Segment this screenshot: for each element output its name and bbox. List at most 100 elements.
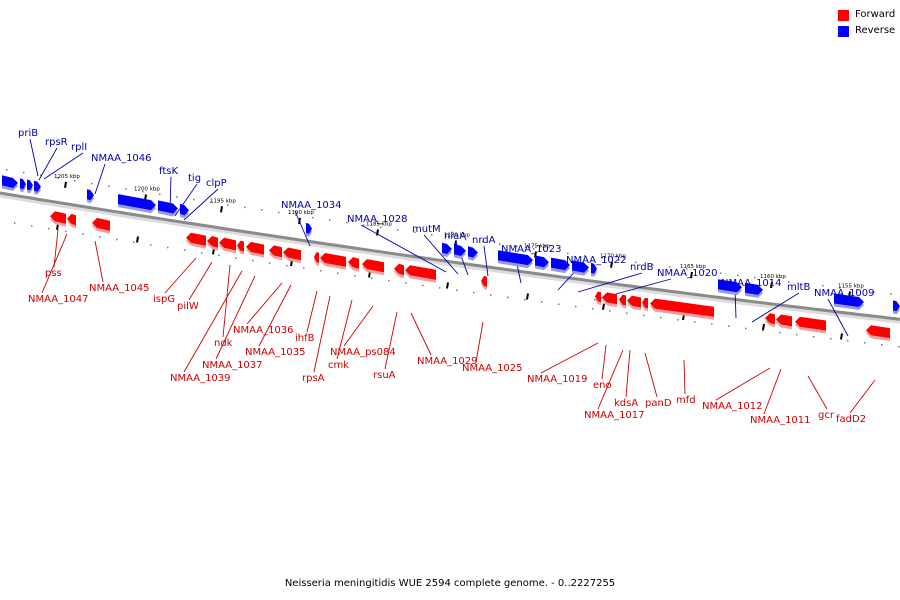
forward-gene-label: gcr	[818, 410, 835, 421]
tick-label: 1195 kbp	[210, 198, 236, 204]
reverse-gene-connector	[29, 138, 39, 177]
forward-gene-label: NMAA_1017	[584, 410, 645, 421]
genome-caption: Neisseria meningitidis WUE 2594 complete…	[284, 578, 616, 589]
forward-gene	[776, 314, 792, 327]
forward-gene-connector	[475, 321, 484, 363]
reverse-gene	[118, 194, 156, 211]
reverse-gene	[27, 179, 33, 191]
reverse-gene-label: clpP	[206, 178, 227, 189]
reverse-gene-label: priB	[18, 128, 38, 139]
forward-gene-connector	[183, 270, 243, 373]
reverse-gene-connector	[483, 245, 489, 277]
reverse-gene	[893, 300, 900, 312]
tick-mark	[762, 323, 765, 331]
forward-gene-label: pss	[45, 268, 62, 279]
forward-gene-connector	[540, 342, 599, 374]
forward-gene-connector	[849, 379, 876, 414]
forward-gene-label: ndk	[214, 338, 233, 349]
reverse-gene-connector	[423, 234, 459, 275]
reverse-gene-connector	[174, 183, 198, 217]
forward-gene-connector	[53, 229, 59, 268]
reverse-gene-label: rplI	[71, 142, 87, 153]
reverse-gene-label: mutM	[412, 224, 441, 235]
reverse-swatch	[838, 26, 849, 37]
tick-label: 1205 kbp	[54, 174, 80, 180]
genome-backbone	[0, 191, 900, 324]
reverse-gene-label: NMAA_1023	[501, 244, 562, 255]
reverse-gene	[442, 242, 452, 254]
forward-gene	[50, 211, 66, 224]
forward-gene-label: rpsA	[302, 373, 325, 384]
forward-gene-connector	[601, 344, 607, 380]
reverse-gene	[306, 222, 312, 234]
reverse-gene	[468, 246, 478, 258]
reverse-gene	[498, 250, 533, 266]
tick-mark	[526, 293, 529, 300]
forward-gene	[314, 252, 319, 263]
reverse-gene	[591, 262, 597, 274]
reverse-gene	[180, 203, 189, 216]
forward-gene-label: NMAA_ps084	[330, 347, 396, 358]
tick-label: 1175 kbp	[524, 244, 550, 250]
forward-gene-connector	[644, 352, 658, 398]
reverse-gene-connector	[360, 224, 447, 273]
forward-gene	[405, 265, 436, 280]
forward-gene-connector	[343, 305, 374, 347]
forward-gene-label: NMAA_1025	[462, 363, 523, 374]
tick-layer: 1205 kbp 1200 kbp 1195 kbp 1190 kbp 1185 kbp…	[54, 174, 864, 340]
reverse-gene-label: rpsR	[45, 137, 68, 148]
forward-gene-label: cmk	[328, 360, 349, 371]
reverse-gene-connector	[183, 188, 219, 221]
forward-gene	[619, 294, 626, 306]
forward-swatch	[838, 10, 849, 21]
reverse-gene-label: nlaA	[444, 231, 466, 242]
reverse-gene-connector	[751, 292, 800, 323]
reverse-gene-label: NMAA_1046	[91, 153, 152, 164]
reverse-gene-label: tig	[188, 173, 201, 184]
tick-label: 1180 kbp	[444, 233, 470, 239]
reverse-gene-connector	[577, 272, 643, 293]
forward-gene-connector	[188, 261, 213, 301]
forward-gene-label: NMAA_1037	[202, 360, 263, 371]
reverse-gene-label: ftsK	[159, 166, 178, 177]
forward-gene	[394, 263, 404, 276]
tick-label: 1155 kbp	[838, 283, 864, 289]
forward-gene	[92, 217, 110, 231]
reverse-gene	[745, 282, 763, 295]
reverse-gene	[158, 200, 178, 214]
reverse-gene-label: nrdB	[630, 262, 654, 273]
reverse-gene-connector	[38, 147, 58, 181]
tick-label: 1160 kbp	[760, 274, 786, 280]
forward-gene	[207, 236, 218, 248]
forward-gene-label: NMAA_1047	[28, 294, 89, 305]
forward-gene	[627, 295, 641, 308]
tick-mark	[690, 271, 693, 279]
tick-mark	[64, 181, 67, 188]
forward-gene	[219, 237, 236, 251]
forward-gene	[362, 259, 384, 273]
reverse-gene	[535, 255, 549, 268]
forward-gene-label: NMAA_1012	[702, 401, 763, 412]
forward-gene-connector	[222, 264, 231, 338]
forward-gene	[348, 257, 359, 269]
forward-gene-connector	[410, 312, 432, 356]
forward-gene	[186, 232, 206, 246]
forward-gene-label: eno	[593, 380, 612, 391]
reverse-gene-label: NMAA_1022	[566, 255, 627, 266]
forward-gene-label: mfd	[676, 395, 696, 406]
forward-gene-connector	[683, 359, 686, 395]
forward-gene	[595, 291, 601, 303]
connector-lines-layer	[29, 138, 876, 415]
reverse-gene-connector	[94, 163, 106, 195]
reverse-gene-label: NMAA_1028	[347, 214, 408, 225]
reverse-gene	[718, 279, 742, 293]
forward-gene	[481, 276, 487, 287]
forward-gene	[795, 316, 826, 331]
tick-label: 1200 kbp	[134, 187, 160, 193]
tick-mark	[136, 236, 139, 243]
tick-label: 1165 kbp	[680, 264, 706, 270]
forward-gene-connector	[94, 240, 104, 283]
forward-gene-connector	[807, 375, 828, 410]
forward-gene	[246, 241, 264, 255]
